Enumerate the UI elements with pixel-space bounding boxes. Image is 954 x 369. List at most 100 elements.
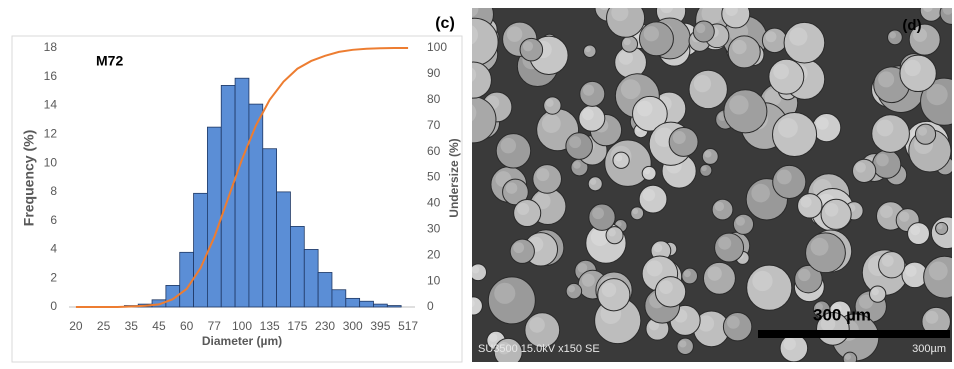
sem-image <box>472 8 952 362</box>
bar <box>193 192 208 308</box>
particle <box>908 23 941 56</box>
particle <box>746 264 793 311</box>
particle <box>772 111 818 158</box>
particle <box>714 232 745 263</box>
particle-highlight <box>611 8 629 22</box>
particle-highlight <box>764 88 782 106</box>
particle-highlight <box>522 41 534 52</box>
x-tick-label: 25 <box>97 319 111 333</box>
particle <box>638 21 674 57</box>
particle-highlight <box>693 75 712 93</box>
particle-highlight <box>494 282 516 304</box>
y-tick-label: 12 <box>44 127 58 141</box>
particle <box>935 221 949 235</box>
particle-highlight <box>592 207 604 220</box>
particle-highlight <box>500 137 517 154</box>
bar <box>290 226 305 308</box>
particle-highlight <box>889 31 897 39</box>
particle <box>768 58 805 95</box>
particle <box>532 164 562 194</box>
particle-highlight <box>497 341 511 355</box>
particle-highlight <box>783 337 796 351</box>
bar <box>248 103 264 308</box>
particle <box>632 95 668 132</box>
particle-highlight <box>601 282 617 298</box>
particle-highlight <box>800 196 812 208</box>
particle <box>688 69 728 110</box>
y-tick-label: 16 <box>44 69 58 83</box>
particle <box>676 337 694 355</box>
particle-highlight <box>729 95 749 115</box>
x-tick-label: 175 <box>287 319 307 333</box>
particle <box>723 89 768 134</box>
particle <box>899 54 937 93</box>
particle-highlight <box>910 225 921 236</box>
particle-highlight <box>859 294 874 309</box>
particle-highlight <box>925 310 939 324</box>
particle <box>701 148 719 165</box>
particle <box>797 193 823 219</box>
bar <box>331 289 347 308</box>
bar <box>345 297 361 308</box>
particle-highlight <box>636 100 653 117</box>
bar <box>317 272 333 308</box>
particle-highlight <box>581 273 595 287</box>
y2-tick-label: 100 <box>427 40 447 54</box>
particle-highlight <box>614 154 623 162</box>
y-tick-label: 6 <box>50 213 57 227</box>
particle-highlight <box>928 261 948 281</box>
bar <box>373 303 388 308</box>
particle-highlight <box>505 182 518 194</box>
cumulative-line <box>75 47 409 308</box>
particle-highlight <box>623 38 631 46</box>
particle <box>871 114 910 153</box>
particle-highlight <box>573 161 581 169</box>
y2-tick-label: 90 <box>427 66 441 80</box>
particle-highlight <box>880 205 893 219</box>
sem-info: SU3500 15.0kV x150 SE <box>478 343 600 355</box>
particle <box>606 8 646 38</box>
x-tick-label: 300 <box>343 319 363 333</box>
particle <box>513 198 542 228</box>
particle <box>772 164 807 199</box>
particle <box>641 165 657 181</box>
particle <box>805 232 846 274</box>
particle-highlight <box>714 201 725 212</box>
particle-highlight <box>913 28 928 42</box>
x-tick-label: 230 <box>315 319 335 333</box>
particle <box>565 132 593 160</box>
y2-tick-label: 30 <box>427 221 441 235</box>
particle <box>783 21 826 64</box>
y-tick-label: 2 <box>50 270 57 284</box>
x-tick-label: 517 <box>398 319 418 333</box>
particle <box>727 35 761 69</box>
y2-axis-title: Undersize (%) <box>447 138 461 217</box>
particle <box>638 184 668 214</box>
particle <box>923 255 952 299</box>
particle <box>681 267 699 285</box>
particle-highlight <box>698 315 715 332</box>
particle-highlight <box>816 116 829 130</box>
particle <box>519 37 544 62</box>
particle-highlight <box>855 162 866 173</box>
particle-highlight <box>472 299 475 308</box>
particle <box>630 206 645 221</box>
particle-highlight <box>513 242 525 254</box>
particle <box>502 178 529 206</box>
particle-highlight <box>683 270 691 278</box>
particle-highlight <box>904 59 921 77</box>
particle-highlight <box>701 8 723 24</box>
particle <box>722 311 753 342</box>
particle-highlight <box>751 183 770 203</box>
particle <box>869 285 887 303</box>
x-tick-label: 395 <box>370 319 390 333</box>
bar <box>359 300 374 308</box>
x-tick-label: 20 <box>69 319 83 333</box>
particle <box>920 77 952 126</box>
particle-highlight <box>589 178 597 185</box>
particle-highlight <box>506 26 523 42</box>
particle-highlight <box>726 316 740 329</box>
particle <box>612 151 630 169</box>
particle <box>887 29 903 46</box>
bar <box>234 77 250 308</box>
